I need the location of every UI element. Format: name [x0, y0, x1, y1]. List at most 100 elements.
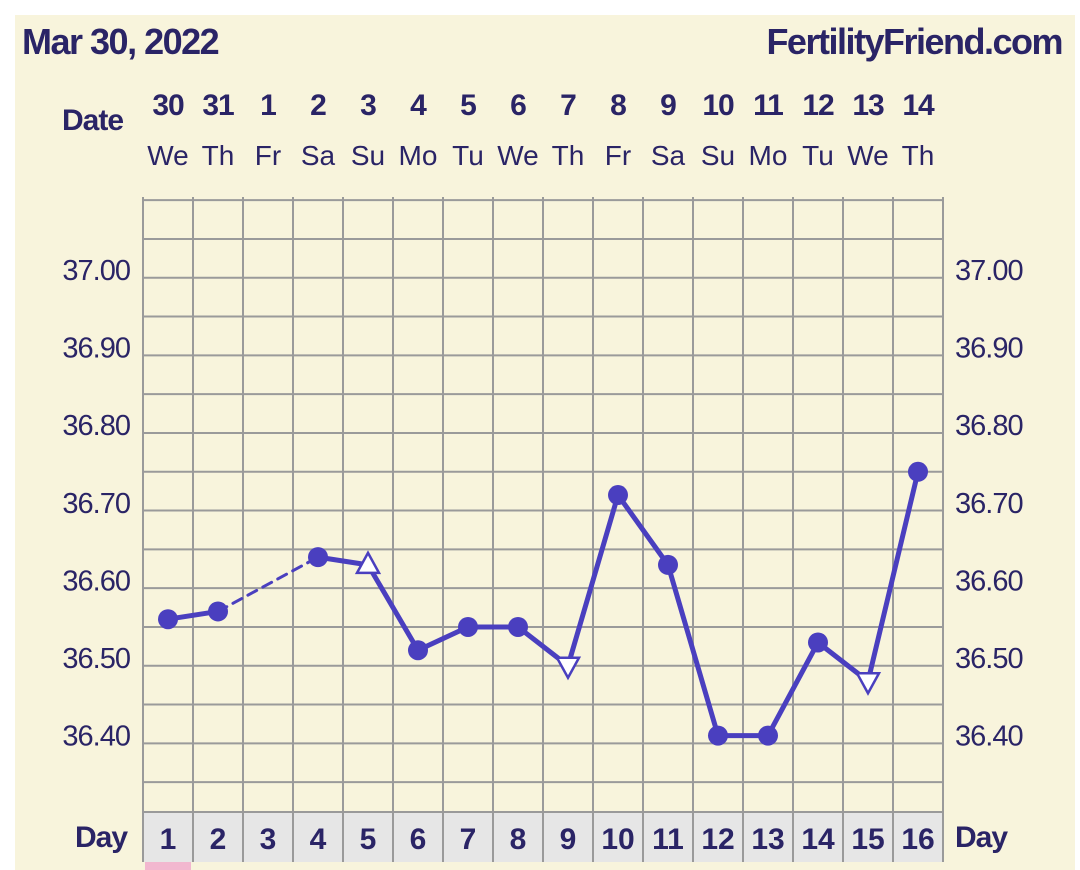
day-cell — [693, 812, 743, 862]
day-cell — [393, 812, 443, 862]
y-axis-right: 37.00 36.90 36.80 36.70 36.60 36.50 36.40 — [955, 255, 1024, 753]
day-number: 8 — [510, 823, 527, 856]
day-cell — [343, 812, 393, 862]
data-point — [508, 616, 528, 637]
date-labels: 30 31 1 2 3 4 5 6 7 8 9 10 11 12 13 14 — [152, 89, 936, 122]
day-cell — [843, 812, 893, 862]
y-tick-label: 36.40 — [955, 721, 1023, 753]
day-number: 11 — [652, 823, 684, 856]
day-numbers: 1 2 3 4 5 6 7 8 9 10 11 12 13 14 15 16 — [160, 823, 935, 856]
day-cell — [893, 812, 943, 862]
data-point — [158, 609, 178, 630]
y-tick-label: 36.70 — [62, 488, 130, 520]
series-segment — [565, 492, 621, 669]
data-point — [208, 601, 228, 622]
data-point — [458, 616, 478, 637]
chart-grid — [142, 197, 944, 862]
weekday-label: Fr — [255, 140, 281, 171]
day-number: 16 — [901, 823, 934, 856]
weekday-label: We — [847, 140, 889, 171]
data-point — [808, 632, 828, 653]
day-cell — [793, 812, 843, 862]
data-point — [408, 640, 428, 661]
temperature-markers — [158, 461, 928, 746]
day-number: 15 — [851, 823, 884, 856]
date-label: 4 — [410, 89, 427, 122]
date-label: 6 — [510, 89, 526, 122]
weekday-label: Sa — [651, 140, 686, 171]
day-cell — [243, 812, 293, 862]
date-label: 10 — [702, 89, 734, 122]
day-1-indicator — [145, 862, 191, 870]
date-label: 11 — [753, 89, 783, 122]
day-number: 2 — [210, 823, 227, 856]
weekday-labels: We Th Fr Sa Su Mo Tu We Th Fr Sa Su Mo Tu We Th — [147, 140, 934, 171]
chart-date-title: Mar 30, 2022 — [22, 21, 219, 62]
series-segment — [665, 562, 721, 739]
day-number: 13 — [751, 823, 784, 856]
weekday-label: Sa — [301, 140, 336, 171]
date-label: 31 — [202, 89, 234, 122]
date-label: 7 — [560, 89, 576, 122]
y-tick-label: 36.60 — [62, 565, 130, 597]
day-number: 12 — [701, 823, 734, 856]
day-number: 10 — [601, 823, 634, 856]
data-point — [708, 725, 728, 746]
date-label: 14 — [902, 89, 935, 122]
data-point-open-triangle-up — [354, 550, 382, 575]
data-point — [658, 554, 678, 575]
day-cell — [193, 812, 243, 862]
weekday-label: Th — [202, 140, 235, 171]
weekday-label: Su — [701, 140, 735, 171]
weekday-label: Tu — [802, 140, 834, 171]
day-number: 9 — [560, 823, 577, 856]
day-cells — [143, 812, 943, 870]
y-tick-label: 36.90 — [955, 333, 1023, 365]
series-segment — [765, 639, 821, 739]
series-segment-dashed — [216, 555, 320, 613]
weekday-label: We — [497, 140, 539, 171]
data-point — [308, 547, 328, 568]
series-segment — [615, 492, 671, 568]
day-number: 5 — [360, 823, 377, 856]
chart-background — [15, 15, 1075, 870]
day-row-label-right: Day — [955, 821, 1008, 854]
y-tick-label: 36.50 — [955, 643, 1023, 675]
y-tick-label: 36.80 — [955, 410, 1023, 442]
day-row-label-left: Day — [75, 821, 128, 854]
date-label: 2 — [310, 89, 326, 122]
day-number: 14 — [801, 823, 835, 856]
weekday-label: Mo — [749, 140, 788, 171]
y-tick-label: 37.00 — [955, 255, 1023, 287]
day-cell — [543, 812, 593, 862]
data-point — [758, 725, 778, 746]
y-tick-label: 37.00 — [62, 255, 130, 287]
day-number: 6 — [410, 823, 427, 856]
day-cell — [743, 812, 793, 862]
date-label: 3 — [360, 89, 376, 122]
y-axis-left: 37.00 36.90 36.80 36.70 36.60 36.50 36.40 — [62, 255, 131, 753]
day-cell — [293, 812, 343, 862]
day-cell — [493, 812, 543, 862]
day-number: 3 — [260, 823, 277, 856]
weekday-label: We — [147, 140, 189, 171]
day-cell — [643, 812, 693, 862]
y-tick-label: 36.50 — [62, 643, 130, 675]
y-tick-label: 36.40 — [62, 721, 130, 753]
date-label: 9 — [660, 89, 676, 122]
day-number: 7 — [460, 823, 477, 856]
data-point-open-triangle-down — [554, 656, 582, 681]
day-number: 4 — [310, 823, 327, 856]
date-label: 12 — [802, 89, 834, 122]
weekday-label: Tu — [452, 140, 484, 171]
site-name: FertilityFriend.com — [766, 21, 1062, 62]
y-tick-label: 36.80 — [62, 410, 130, 442]
date-label: 30 — [152, 89, 184, 122]
date-label: 5 — [460, 89, 476, 122]
series-segment — [865, 469, 921, 684]
weekday-label: Mo — [399, 140, 438, 171]
weekday-label: Fr — [605, 140, 631, 171]
date-label: 8 — [610, 89, 626, 122]
series-segment — [365, 562, 421, 653]
